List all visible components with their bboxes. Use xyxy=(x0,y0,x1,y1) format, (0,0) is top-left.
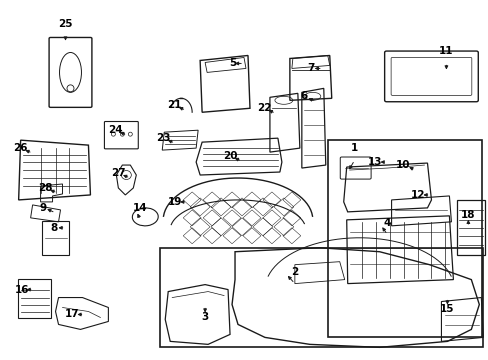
Text: 23: 23 xyxy=(156,133,170,143)
Text: 28: 28 xyxy=(38,183,53,193)
Text: 5: 5 xyxy=(229,58,236,68)
Text: 13: 13 xyxy=(366,157,381,167)
Text: 14: 14 xyxy=(133,203,147,213)
Text: 17: 17 xyxy=(65,310,80,319)
Text: 3: 3 xyxy=(201,312,208,323)
Text: 18: 18 xyxy=(460,210,475,220)
Text: 1: 1 xyxy=(350,143,358,153)
Text: 19: 19 xyxy=(168,197,182,207)
Text: 12: 12 xyxy=(410,190,425,200)
Text: 10: 10 xyxy=(395,160,410,170)
Text: 15: 15 xyxy=(439,305,454,315)
Text: 11: 11 xyxy=(438,45,453,55)
Text: 24: 24 xyxy=(108,125,122,135)
Text: 27: 27 xyxy=(111,168,125,178)
Text: 6: 6 xyxy=(300,91,307,101)
Text: 22: 22 xyxy=(256,103,271,113)
Text: 2: 2 xyxy=(291,267,298,276)
Text: 20: 20 xyxy=(223,151,237,161)
Text: 9: 9 xyxy=(39,203,46,213)
Text: 26: 26 xyxy=(13,143,28,153)
Text: 25: 25 xyxy=(58,19,73,28)
Text: 21: 21 xyxy=(166,100,181,110)
Text: 8: 8 xyxy=(50,223,57,233)
Bar xyxy=(160,248,482,347)
Text: 16: 16 xyxy=(14,284,29,294)
Bar xyxy=(327,140,481,337)
Text: 7: 7 xyxy=(306,63,314,73)
Text: 4: 4 xyxy=(383,218,390,228)
